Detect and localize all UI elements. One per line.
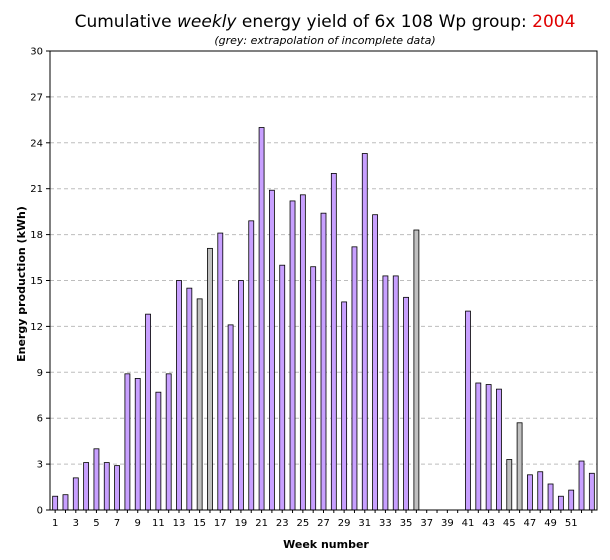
x-tick-label: 27 [317,518,330,529]
bar-week-46 [516,422,523,511]
bar-week-43 [485,384,492,511]
x-tick-label: 41 [462,518,475,529]
y-tick-label: 6 [37,414,43,425]
bar-week-27 [320,212,327,511]
y-tick-label: 3 [37,460,43,471]
y-tick-label: 18 [30,230,43,241]
x-tick-label: 3 [73,518,79,529]
bar-week-10 [145,313,151,511]
y-axis-ticks: 0 3 6 9 12 15 18 21 24 27 30 [30,47,50,517]
x-tick-label: 23 [276,518,289,529]
bar-week-30 [351,246,358,511]
title-middle: energy yield of 6x 108 Wp group: [236,12,532,32]
x-tick-label: 7 [114,518,120,529]
x-tick-label: 21 [255,518,268,529]
bar-week-8 [124,373,131,511]
x-tick-label: 45 [503,518,516,529]
bar-week-53 [588,472,595,511]
y-tick-label: 9 [37,368,43,379]
title-emphasis: weekly [177,12,237,32]
y-tick-label: 24 [30,138,43,149]
bar-week-24 [289,200,296,511]
bar-week-16 [207,247,213,511]
bar-week-4 [83,462,90,511]
x-tick-label: 43 [482,518,495,529]
x-tick-label: 13 [173,518,186,529]
bar-week-33 [382,275,389,511]
x-tick-label: 5 [93,518,99,529]
bar-week-48 [537,471,544,511]
y-tick-label: 30 [30,47,43,58]
bar-week-41 [465,310,471,511]
y-tick-label: 0 [37,506,43,517]
x-tick-label: 51 [565,518,578,529]
x-tick-label: 33 [379,518,392,529]
y-tick-label: 15 [30,276,43,287]
x-tick-label: 25 [296,518,309,529]
bar-week-18 [227,324,234,511]
y-axis-label: Energy production (kWh) [15,206,28,362]
bar-week-47 [527,474,533,511]
bar-week-26 [310,266,317,511]
x-tick-label: 9 [135,518,141,529]
bar-week-3 [72,477,79,511]
y-tick-label: 12 [30,322,43,333]
x-axis-label: Week number [283,538,369,551]
bar-week-20 [248,220,255,511]
chart-subtitle: (grey: extrapolation of incomplete data) [214,34,435,47]
x-tick-label: 29 [338,518,351,529]
x-axis-ticks: 1 3 5 7 9 11 13 15 17 19 21 23 25 27 29 31 33 35 37 39 41 43 4… [52,510,593,529]
x-tick-label: 11 [152,518,165,529]
x-tick-label: 49 [544,518,557,529]
bar-week-6 [103,462,110,511]
title-year: 2004 [532,12,575,32]
x-tick-label: 37 [420,518,433,529]
bar-week-2 [62,494,69,511]
x-tick-label: 39 [441,518,454,529]
bar-week-12 [165,373,172,511]
title-prefix: Cumulative [75,12,177,32]
bar-week-45 [506,459,513,511]
x-tick-label: 1 [52,518,58,529]
bar-week-14 [186,287,193,511]
bar-week-11 [155,391,162,511]
x-tick-label: 15 [193,518,206,529]
bar-week-9 [134,378,141,511]
bar-week-42 [475,382,482,511]
x-tick-label: 19 [235,518,248,529]
bar-week-25 [299,194,306,511]
bar-week-15 [196,298,203,511]
bar-week-29 [341,301,348,511]
bar-week-51 [568,489,575,511]
y-tick-label: 21 [30,184,43,195]
bar-week-31 [361,153,368,511]
bar-week-17 [217,232,224,511]
bars [52,127,595,511]
bar-week-22 [268,189,275,511]
bar-week-36 [413,229,420,511]
bar-week-13 [176,280,182,511]
x-tick-label: 35 [400,518,413,529]
bar-week-19 [238,280,244,511]
y-tick-label: 27 [30,92,43,103]
bar-week-32 [372,214,379,511]
chart-title: Cumulative weekly energy yield of 6x 108… [75,12,576,32]
bar-week-44 [496,388,502,511]
bar-week-5 [93,448,100,511]
bar-week-21 [258,127,265,511]
bar-week-28 [330,172,337,511]
x-tick-label: 17 [214,518,227,529]
bar-week-52 [578,460,585,511]
x-tick-label: 31 [358,518,371,529]
bar-week-1 [52,495,59,511]
bar-week-7 [114,465,120,511]
x-tick-label: 47 [524,518,537,529]
bar-week-23 [279,264,286,511]
bar-week-49 [547,483,554,511]
bar-week-50 [557,495,564,511]
bar-week-34 [392,275,399,511]
bar-week-35 [403,296,409,511]
